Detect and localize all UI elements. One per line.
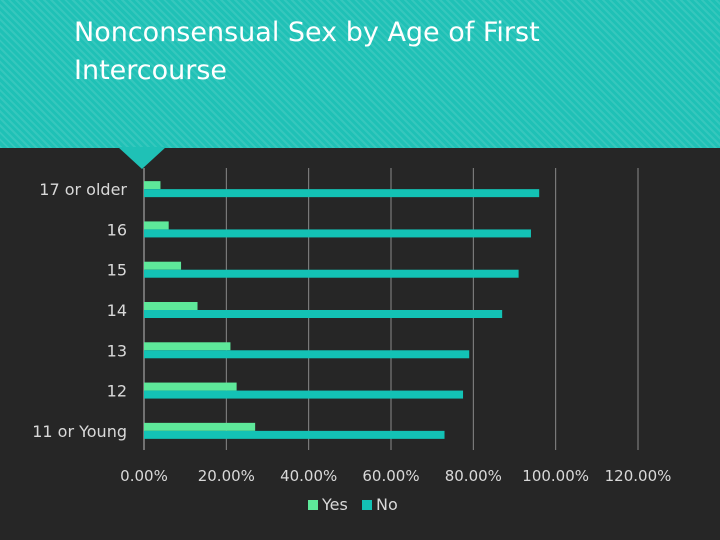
bar-yes xyxy=(144,382,237,391)
x-tick-label: 40.00% xyxy=(280,467,337,485)
gridlines xyxy=(143,168,639,450)
bar-no xyxy=(144,390,464,399)
bars xyxy=(144,181,540,439)
bar-no xyxy=(144,310,503,318)
title-banner: Nonconsensual Sex by Age of First Interc… xyxy=(0,0,720,148)
x-tick-label: 60.00% xyxy=(362,467,419,485)
bar-yes xyxy=(144,422,256,431)
bar-yes xyxy=(144,221,169,230)
x-tick-label: 20.00% xyxy=(198,467,255,485)
legend-swatch xyxy=(308,500,318,510)
category-label: 13 xyxy=(107,341,127,360)
x-tick-label: 100.00% xyxy=(522,467,589,485)
banner-pointer xyxy=(118,147,166,169)
x-tick-label: 0.00% xyxy=(120,467,168,485)
bar-no xyxy=(144,269,519,278)
bar-yes xyxy=(144,261,182,270)
category-label: 17 or older xyxy=(39,180,127,199)
category-label: 11 or Young xyxy=(32,422,127,441)
bar-no xyxy=(144,189,540,198)
legend: Yes No xyxy=(308,495,398,514)
category-label: 14 xyxy=(107,301,127,320)
x-tick-label: 120.00% xyxy=(605,467,672,485)
category-label: 15 xyxy=(107,261,127,280)
category-label: 12 xyxy=(107,382,127,401)
page-title: Nonconsensual Sex by Age of First Interc… xyxy=(74,17,540,86)
legend-label: Yes xyxy=(321,495,348,514)
bar-no xyxy=(144,350,470,359)
category-label: 16 xyxy=(107,220,127,239)
bar-no xyxy=(144,430,445,439)
x-tick-label: 80.00% xyxy=(445,467,502,485)
category-labels: 17 or older 16 15 14 13 12 11 or Young xyxy=(32,180,127,441)
bar-no xyxy=(144,229,531,238)
legend-swatch xyxy=(362,500,372,510)
legend-label: No xyxy=(376,495,398,514)
bar-yes xyxy=(144,181,161,190)
bar-yes xyxy=(144,342,231,351)
x-tick-labels: 0.00% 20.00% 40.00% 60.00% 80.00% 100.00% 120.… xyxy=(120,467,671,485)
bar-yes xyxy=(144,302,198,310)
